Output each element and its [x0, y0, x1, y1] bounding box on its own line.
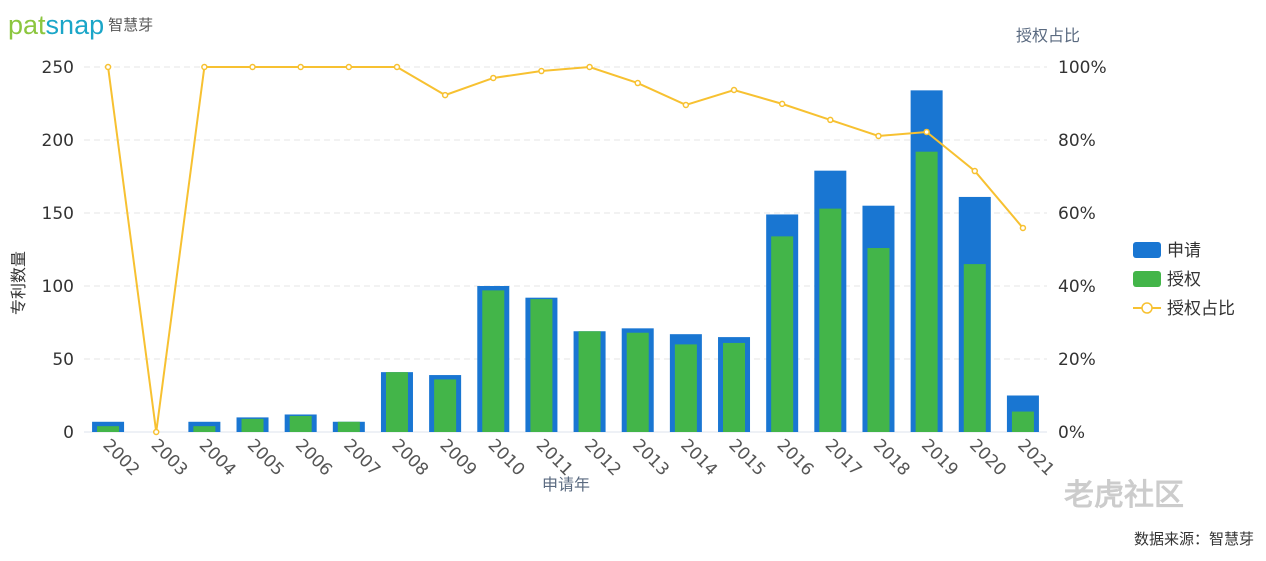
ratio-point-2016 [778, 100, 786, 108]
x-tick-label: 2018 [869, 435, 914, 480]
y2-tick-label: 0% [1058, 423, 1085, 443]
ratio-point-2015 [730, 86, 738, 94]
legend-label: 申请 [1167, 241, 1201, 261]
y2-tick-label: 80% [1058, 131, 1096, 151]
ratio-point-2021 [1019, 224, 1027, 232]
bar-2020-grant [963, 264, 986, 432]
ratio-point-2006 [297, 63, 304, 71]
ratio-point-2002 [104, 63, 112, 71]
bar-2010-grant [482, 290, 505, 432]
bar-2016-grant [771, 236, 794, 432]
x-axis-title: 申请年 [542, 475, 590, 494]
ratio-point-2004 [201, 63, 208, 71]
ratio-point-2017 [827, 116, 834, 124]
x-tick-label: 2013 [628, 435, 673, 480]
logo-text-pat: pat [8, 10, 46, 40]
y-tick-label: 100 [42, 277, 74, 297]
ratio-point-2013 [634, 79, 641, 87]
x-tick-label: 2014 [676, 435, 721, 480]
x-tick-label: 2007 [339, 435, 384, 480]
ratio-point-2020 [971, 167, 979, 175]
x-tick-label: 2015 [724, 435, 769, 480]
legend-swatch-point [1141, 302, 1153, 314]
x-tick-label: 2008 [387, 435, 432, 480]
bar-2021-grant [1011, 411, 1034, 432]
bar-2009-grant [434, 379, 457, 432]
bar-2013-grant [626, 332, 649, 432]
y2-tick-label: 60% [1058, 204, 1096, 224]
bar-2004-grant [193, 426, 216, 432]
logo-text-snap: snap [45, 10, 105, 40]
y-tick-label: 200 [42, 131, 74, 151]
logo-text-cn: 智慧芽 [108, 17, 154, 34]
ratio-point-2010 [490, 74, 497, 82]
x-tick-label: 2003 [147, 435, 192, 480]
ratio-point-2018 [875, 132, 882, 140]
x-tick-label: 2005 [243, 435, 288, 480]
bar-2005-grant [241, 418, 264, 432]
ratio-point-2011 [538, 67, 545, 75]
legend-label: 授权占比 [1167, 299, 1235, 319]
y-tick-label: 250 [42, 58, 74, 78]
x-tick-label: 2011 [532, 435, 577, 480]
y2-axis-title: 授权占比 [1016, 26, 1080, 45]
data-source: 数据来源：智慧芽 [1133, 530, 1254, 548]
ratio-point-2005 [249, 63, 256, 71]
bar-2002-grant [97, 426, 120, 432]
y2-tick-label: 100% [1058, 58, 1107, 78]
x-tick-label: 2009 [436, 435, 481, 480]
x-tick-label: 2004 [195, 435, 240, 480]
bar-2014-grant [674, 344, 697, 432]
bar-2011-grant [530, 299, 553, 432]
ratio-point-2007 [345, 63, 353, 71]
bar-2008-grant [385, 372, 408, 432]
ratio-point-2009 [441, 91, 449, 99]
legend-swatch-1 [1133, 271, 1161, 287]
x-tick-label: 2012 [580, 435, 625, 480]
patsnap-logo: patsnap 智慧芽 [8, 10, 153, 41]
y2-tick-label: 20% [1058, 350, 1096, 370]
x-tick-label: 2010 [484, 435, 529, 480]
bar-2007-grant [337, 421, 360, 432]
watermark: 老虎社区 [1064, 478, 1184, 513]
y-axis-title: 专利数量 [9, 251, 28, 315]
ratio-point-2014 [682, 101, 690, 109]
legend-label: 授权 [1167, 270, 1201, 290]
bar-2019-grant [915, 151, 938, 432]
ratio-point-2012 [586, 63, 593, 71]
x-tick-label: 2017 [821, 435, 866, 480]
ratio-point-2019 [923, 128, 930, 136]
x-tick-label: 2002 [99, 435, 144, 480]
y-tick-label: 0 [63, 423, 74, 443]
bar-2018-grant [867, 248, 890, 432]
x-tick-label: 2006 [291, 435, 336, 480]
ratio-line [107, 65, 1024, 433]
x-tick-label: 2019 [917, 435, 962, 480]
y-tick-label: 150 [42, 204, 74, 224]
bar-2006-grant [289, 415, 312, 432]
x-tick-label: 2016 [773, 435, 818, 480]
y-tick-label: 50 [52, 350, 74, 370]
bar-2012-grant [578, 331, 601, 432]
bar-2015-grant [723, 342, 746, 432]
ratio-point-2008 [393, 63, 401, 71]
x-tick-label: 2020 [965, 435, 1010, 480]
legend-swatch-0 [1133, 242, 1161, 258]
x-tick-label: 2021 [1013, 435, 1058, 480]
ratio-point-2003 [152, 428, 160, 436]
y2-tick-label: 40% [1058, 277, 1096, 297]
bar-2017-grant [819, 208, 842, 432]
